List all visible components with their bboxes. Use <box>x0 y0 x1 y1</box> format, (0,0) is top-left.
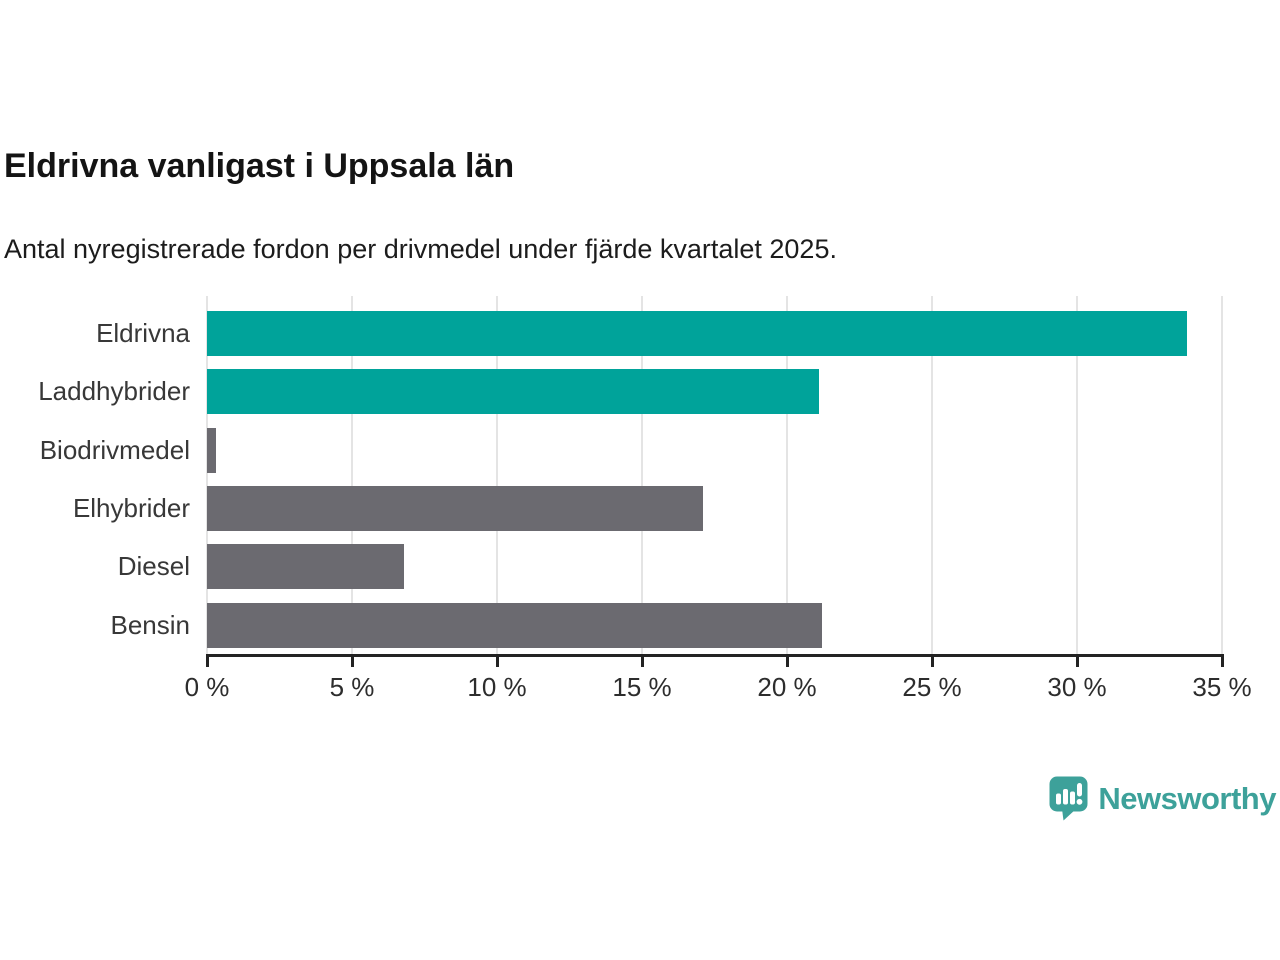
plot-area <box>206 296 1223 654</box>
bar-bensin <box>207 602 822 648</box>
x-axis-tick-label: 10 % <box>467 672 527 702</box>
category-label-laddhybrider: Laddhybrider <box>38 376 190 407</box>
category-label-eldrivna: Eldrivna <box>96 318 190 348</box>
newsworthy-logo: Newsworthy <box>1049 776 1276 821</box>
x-axis-tick <box>205 654 209 667</box>
x-axis-tick <box>495 654 499 667</box>
gridline <box>351 296 353 654</box>
x-axis-tick-label: 35 % <box>1192 672 1252 702</box>
bar-elhybrider <box>207 485 703 531</box>
category-label-elhybrider: Elhybrider <box>72 492 190 523</box>
bar-laddhybrider <box>207 369 819 415</box>
bar-biodrivmedel <box>207 427 216 473</box>
gridline <box>786 296 788 654</box>
x-axis-tick <box>1220 654 1224 667</box>
category-label-diesel: Diesel <box>117 551 190 582</box>
x-axis-tick <box>785 654 789 667</box>
gridline <box>496 296 498 654</box>
gridline <box>206 296 208 654</box>
x-axis-tick <box>930 654 934 667</box>
x-axis-tick-label: 20 % <box>757 672 817 702</box>
x-axis-tick <box>640 654 644 667</box>
y-axis-category-labels: Eldrivna Laddhybrider Biodrivmedel Elhybrid… <box>0 296 190 654</box>
category-label-biodrivmedel: Biodrivmedel <box>39 434 190 465</box>
bar-eldrivna <box>207 311 1188 356</box>
x-axis-tick-label: 15 % <box>612 672 672 702</box>
gridline <box>641 296 643 654</box>
chart-subtitle: Antal nyregistrerade fordon per drivmede… <box>4 234 837 264</box>
x-axis-tick-label: 30 % <box>1047 672 1107 702</box>
chart-title: Eldrivna vanligast i Uppsala län <box>4 147 515 185</box>
x-axis-tick-label: 0 % <box>184 672 230 702</box>
bar-diesel <box>207 544 405 590</box>
gridline <box>931 296 933 654</box>
x-axis-line <box>206 654 1224 657</box>
gridline <box>1076 296 1078 654</box>
gridline <box>1221 296 1223 654</box>
newsworthy-logo-text: Newsworthy <box>1098 780 1276 816</box>
x-axis-tick-label: 5 % <box>329 672 375 702</box>
x-axis-tick <box>350 654 354 667</box>
x-axis-tick-label: 25 % <box>902 672 962 702</box>
x-axis-tick <box>1075 654 1079 667</box>
newsworthy-logo-icon <box>1049 776 1088 821</box>
category-label-bensin: Bensin <box>110 609 191 640</box>
